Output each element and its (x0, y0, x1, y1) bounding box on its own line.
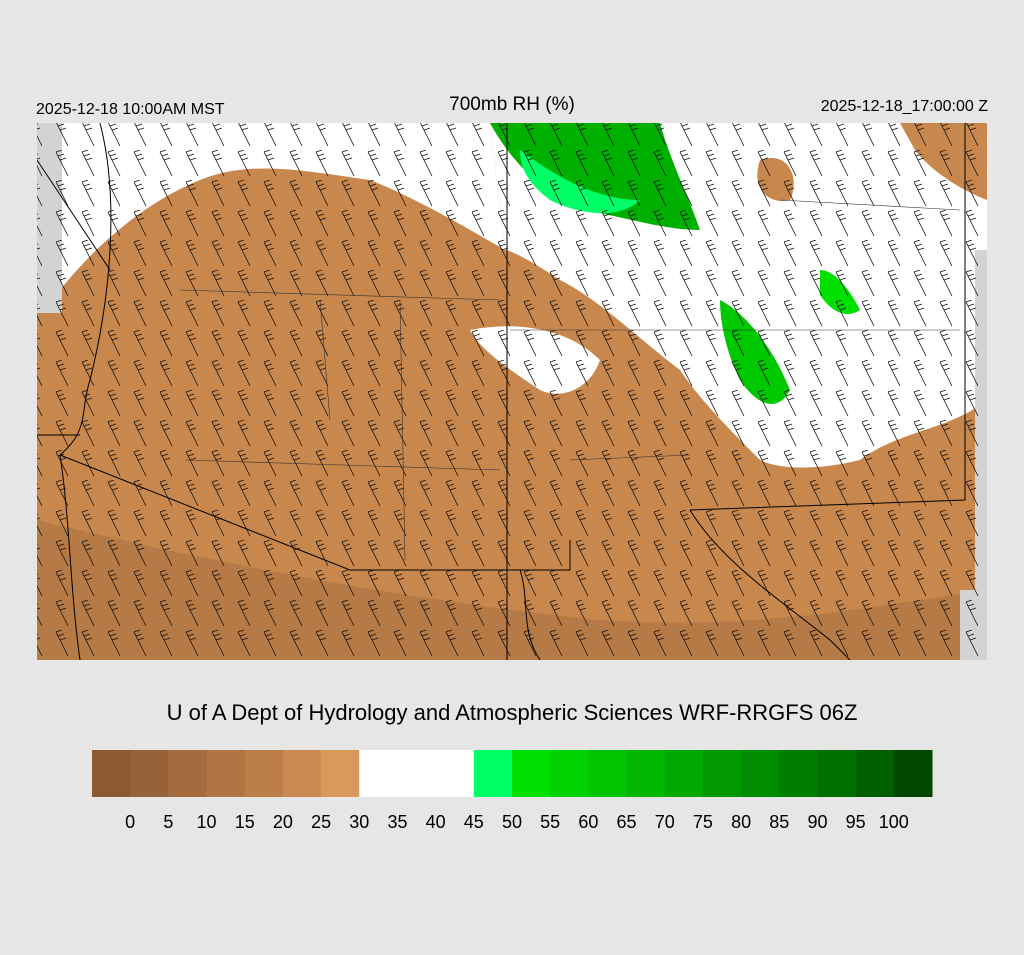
colorbar-swatch (626, 750, 666, 797)
colorbar-label: 75 (693, 812, 713, 832)
colorbar-swatch (550, 750, 589, 797)
colorbar-label: 10 (197, 812, 217, 832)
colorbar-label: 85 (769, 812, 789, 832)
colorbar-swatch (206, 750, 246, 797)
colorbar-label: 45 (464, 812, 484, 832)
colorbar-label: 80 (731, 812, 751, 832)
colorbar-label: 60 (578, 812, 598, 832)
colorbar-label: 55 (540, 812, 560, 832)
colorbar-swatch (779, 750, 818, 797)
colorbar-swatch (244, 750, 284, 797)
colorbar-swatch (817, 750, 857, 797)
credit: U of A Dept of Hydrology and Atmospheric… (167, 700, 858, 725)
colorbar-label: 20 (273, 812, 293, 832)
colorbar-label: 30 (349, 812, 369, 832)
colorbar-swatch (282, 750, 322, 797)
colorbar-label: 70 (655, 812, 675, 832)
colorbar-swatch (321, 750, 360, 797)
colorbar-swatch (512, 750, 551, 797)
colorbar-label: 15 (235, 812, 255, 832)
colorbar-label: 100 (879, 812, 909, 832)
map (37, 123, 987, 660)
colorbar-label: 25 (311, 812, 331, 832)
colorbar-label: 35 (387, 812, 407, 832)
colorbar-swatch (664, 750, 704, 797)
colorbar-swatch (702, 750, 742, 797)
colorbar-swatch (893, 750, 933, 797)
colorbar-label: 90 (807, 812, 827, 832)
colorbar-label: 95 (846, 812, 866, 832)
colorbar-swatch (855, 750, 895, 797)
valid-utc-time: 2025-12-18_17:00:00 Z (821, 98, 988, 115)
colorbar-swatch (741, 750, 780, 797)
colorbar-label: 0 (125, 812, 135, 832)
colorbar-label: 50 (502, 812, 522, 832)
colorbar-label: 65 (617, 812, 637, 832)
colorbar-swatch (473, 750, 513, 797)
colorbar-swatch (397, 750, 437, 797)
colorbar-swatch (359, 750, 398, 797)
colorbar-swatch (588, 750, 628, 797)
colorbar-label: 40 (426, 812, 446, 832)
colorbar-label: 5 (163, 812, 173, 832)
valid-local-time: 2025-12-18 10:00AM MST (36, 101, 225, 118)
colorbar-swatch (435, 750, 475, 797)
colorbar-swatch (168, 750, 208, 797)
colorbar-swatch (130, 750, 169, 797)
colorbar-swatch (92, 750, 131, 797)
map-title: 700mb RH (%) (449, 94, 575, 115)
colorbar: 0 5 10 15 20 25 30 35 40 45 50 55 60 65 70 75 80 85 90 95 10… (92, 750, 933, 832)
